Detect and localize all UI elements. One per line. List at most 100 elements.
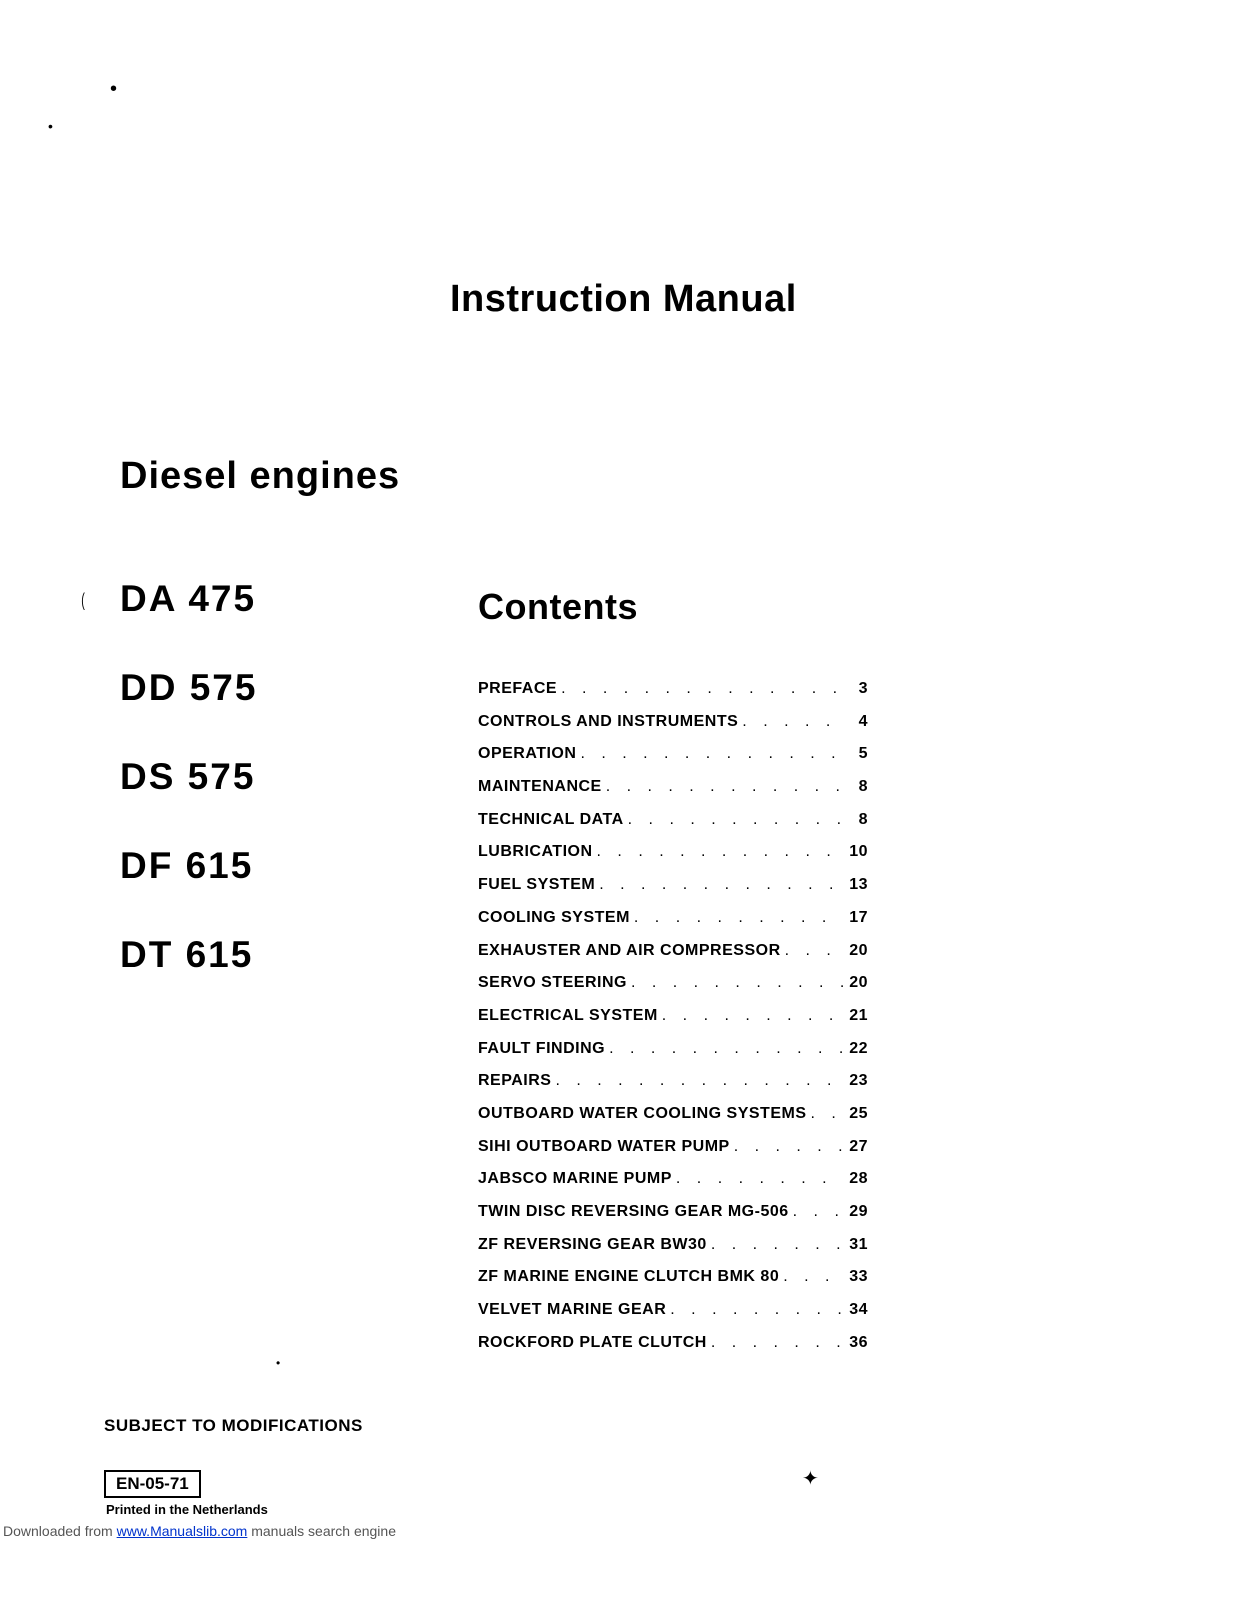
toc-label: ZF REVERSING GEAR BW30 [478,1236,707,1254]
toc-page-number: 36 [844,1334,868,1352]
toc-row: ZF REVERSING GEAR BW30 . . . . . . . . .… [478,1236,868,1254]
model-item: DD 575 [120,667,257,709]
toc-row: ELECTRICAL SYSTEM . . . . . . . . . . . … [478,1007,868,1025]
table-of-contents: PREFACE . . . . . . . . . . . . . . . . … [478,680,868,1352]
toc-label: EXHAUSTER AND AIR COMPRESSOR [478,942,781,960]
document-code-box: EN-05-71 [104,1470,201,1498]
toc-label: CONTROLS AND INSTRUMENTS [478,713,738,731]
toc-leader-dots: . . . . . . . . . . . . . . . . . . . . … [666,1301,844,1319]
toc-page-number: 8 [844,778,868,796]
model-item: DF 615 [120,845,257,887]
toc-page-number: 8 [844,811,868,829]
page-title: Instruction Manual [450,278,797,321]
toc-row: TWIN DISC REVERSING GEAR MG-506 . . . . … [478,1203,868,1221]
toc-page-number: 34 [844,1301,868,1319]
toc-page-number: 5 [844,745,868,763]
toc-leader-dots: . . . . . . . . . . . . . . . . . . . . … [557,680,844,698]
toc-row: REPAIRS . . . . . . . . . . . . . . . . … [478,1072,868,1090]
toc-label: ROCKFORD PLATE CLUTCH [478,1334,707,1352]
toc-page-number: 21 [844,1007,868,1025]
toc-row: OUTBOARD WATER COOLING SYSTEMS . . . . .… [478,1105,868,1123]
toc-leader-dots: . . . . . . . . . . . . . . . . . . . . … [730,1138,844,1156]
toc-label: SIHI OUTBOARD WATER PUMP [478,1138,730,1156]
toc-leader-dots: . . . . . . . . . . . . . . . . . . . . … [779,1268,844,1286]
toc-page-number: 33 [844,1268,868,1286]
toc-label: FAULT FINDING [478,1040,605,1058]
toc-label: REPAIRS [478,1072,551,1090]
section-subtitle: Diesel engines [120,455,400,498]
toc-row: FUEL SYSTEM . . . . . . . . . . . . . . … [478,876,868,894]
model-item: DS 575 [120,756,257,798]
download-link[interactable]: www.Manualslib.com [117,1523,248,1539]
toc-row: JABSCO MARINE PUMP . . . . . . . . . . .… [478,1170,868,1188]
toc-leader-dots: . . . . . . . . . . . . . . . . . . . . … [781,942,844,960]
toc-row: FAULT FINDING . . . . . . . . . . . . . … [478,1040,868,1058]
toc-page-number: 20 [844,942,868,960]
toc-row: PREFACE . . . . . . . . . . . . . . . . … [478,680,868,698]
toc-page-number: 4 [844,713,868,731]
toc-page-number: 20 [844,974,868,992]
scan-speck: • [276,1356,280,1370]
toc-leader-dots: . . . . . . . . . . . . . . . . . . . . … [707,1334,844,1352]
scan-speck: • [48,118,53,134]
toc-label: OUTBOARD WATER COOLING SYSTEMS [478,1105,806,1123]
toc-label: ZF MARINE ENGINE CLUTCH BMK 80 [478,1268,779,1286]
download-suffix: manuals search engine [247,1523,396,1539]
toc-row: ZF MARINE ENGINE CLUTCH BMK 80 . . . . .… [478,1268,868,1286]
document-page: Instruction Manual Diesel engines DA 475… [0,0,1237,1600]
model-item: DT 615 [120,934,257,976]
toc-page-number: 17 [844,909,868,927]
toc-label: MAINTENANCE [478,778,602,796]
toc-row: SIHI OUTBOARD WATER PUMP . . . . . . . .… [478,1138,868,1156]
toc-label: PREFACE [478,680,557,698]
download-prefix: Downloaded from [3,1523,117,1539]
toc-label: JABSCO MARINE PUMP [478,1170,672,1188]
toc-page-number: 25 [844,1105,868,1123]
toc-page-number: 29 [844,1203,868,1221]
toc-label: VELVET MARINE GEAR [478,1301,666,1319]
scan-speck: • [110,78,117,101]
toc-page-number: 23 [844,1072,868,1090]
toc-label: ELECTRICAL SYSTEM [478,1007,658,1025]
footer-note: SUBJECT TO MODIFICATIONS [104,1416,363,1436]
toc-label: LUBRICATION [478,843,593,861]
toc-row: VELVET MARINE GEAR . . . . . . . . . . .… [478,1301,868,1319]
toc-leader-dots: . . . . . . . . . . . . . . . . . . . . … [789,1203,844,1221]
toc-row: CONTROLS AND INSTRUMENTS . . . . . . . .… [478,713,868,731]
toc-leader-dots: . . . . . . . . . . . . . . . . . . . . … [658,1007,844,1025]
toc-leader-dots: . . . . . . . . . . . . . . . . . . . . … [593,843,844,861]
scan-speck: ( [81,590,85,611]
toc-page-number: 27 [844,1138,868,1156]
toc-leader-dots: . . . . . . . . . . . . . . . . . . . . … [595,876,844,894]
toc-leader-dots: . . . . . . . . . . . . . . . . . . . . … [630,909,844,927]
toc-row: ROCKFORD PLATE CLUTCH . . . . . . . . . … [478,1334,868,1352]
toc-row: OPERATION . . . . . . . . . . . . . . . … [478,745,868,763]
model-list: DA 475 DD 575 DS 575 DF 615 DT 615 [120,578,257,976]
toc-leader-dots: . . . . . . . . . . . . . . . . . . . . … [602,778,844,796]
toc-label: TECHNICAL DATA [478,811,624,829]
toc-page-number: 22 [844,1040,868,1058]
toc-leader-dots: . . . . . . . . . . . . . . . . . . . . … [551,1072,844,1090]
toc-page-number: 28 [844,1170,868,1188]
model-item: DA 475 [120,578,257,620]
printed-in-note: Printed in the Netherlands [106,1502,268,1517]
toc-leader-dots: . . . . . . . . . . . . . . . . . . . . … [672,1170,844,1188]
scan-speck: ✦ [802,1466,819,1491]
download-attribution: Downloaded from www.Manualslib.com manua… [3,1523,396,1539]
toc-label: SERVO STEERING [478,974,627,992]
toc-row: EXHAUSTER AND AIR COMPRESSOR . . . . . .… [478,942,868,960]
toc-leader-dots: . . . . . . . . . . . . . . . . . . . . … [605,1040,844,1058]
toc-leader-dots: . . . . . . . . . . . . . . . . . . . . … [576,745,844,763]
toc-label: FUEL SYSTEM [478,876,595,894]
toc-leader-dots: . . . . . . . . . . . . . . . . . . . . … [627,974,844,992]
toc-row: TECHNICAL DATA . . . . . . . . . . . . .… [478,811,868,829]
toc-label: TWIN DISC REVERSING GEAR MG-506 [478,1203,789,1221]
toc-page-number: 31 [844,1236,868,1254]
toc-row: COOLING SYSTEM . . . . . . . . . . . . .… [478,909,868,927]
toc-row: LUBRICATION . . . . . . . . . . . . . . … [478,843,868,861]
toc-label: COOLING SYSTEM [478,909,630,927]
toc-row: MAINTENANCE . . . . . . . . . . . . . . … [478,778,868,796]
toc-leader-dots: . . . . . . . . . . . . . . . . . . . . … [707,1236,844,1254]
toc-leader-dots: . . . . . . . . . . . . . . . . . . . . … [806,1105,844,1123]
toc-label: OPERATION [478,745,576,763]
